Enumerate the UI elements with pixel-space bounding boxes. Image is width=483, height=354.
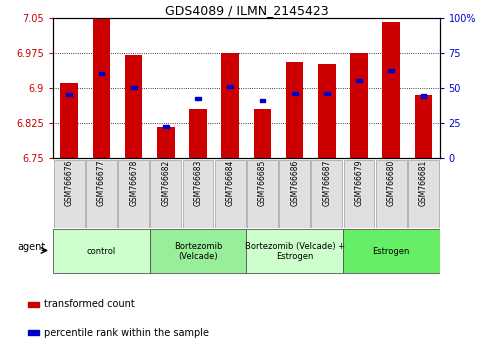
FancyBboxPatch shape — [150, 160, 181, 228]
Bar — [150, 229, 246, 273]
FancyBboxPatch shape — [86, 160, 117, 228]
Bar — [259, 99, 265, 102]
Bar — [66, 93, 72, 96]
Text: percentile rank within the sample: percentile rank within the sample — [44, 328, 209, 338]
Bar — [246, 229, 343, 273]
Bar — [318, 64, 336, 158]
Bar — [292, 92, 298, 95]
Bar — [157, 127, 175, 158]
Text: GSM766679: GSM766679 — [355, 160, 364, 206]
Bar — [254, 109, 271, 158]
Bar — [125, 55, 142, 158]
Bar — [189, 109, 207, 158]
Bar — [131, 86, 137, 89]
Text: GSM766684: GSM766684 — [226, 160, 235, 206]
Bar — [421, 95, 426, 98]
Text: GSM766681: GSM766681 — [419, 160, 428, 206]
Text: GSM766677: GSM766677 — [97, 160, 106, 206]
Bar — [221, 53, 239, 158]
Bar — [227, 85, 233, 88]
Bar — [324, 92, 330, 95]
Text: Bortezomib (Velcade) +
Estrogen: Bortezomib (Velcade) + Estrogen — [244, 242, 345, 261]
Text: transformed count: transformed count — [44, 299, 134, 309]
Text: GSM766686: GSM766686 — [290, 160, 299, 206]
Text: GSM766676: GSM766676 — [65, 160, 74, 206]
Text: agent: agent — [17, 242, 45, 252]
Bar — [99, 72, 104, 75]
FancyBboxPatch shape — [247, 160, 278, 228]
FancyBboxPatch shape — [279, 160, 310, 228]
Text: GSM766687: GSM766687 — [322, 160, 331, 206]
Text: GSM766678: GSM766678 — [129, 160, 138, 206]
Bar — [343, 229, 440, 273]
FancyBboxPatch shape — [54, 160, 85, 228]
FancyBboxPatch shape — [376, 160, 407, 228]
Bar — [195, 97, 201, 100]
FancyBboxPatch shape — [408, 160, 439, 228]
Bar — [356, 79, 362, 82]
Bar — [414, 95, 432, 158]
Bar — [163, 125, 169, 128]
Bar — [350, 53, 368, 158]
Text: Bortezomib
(Velcade): Bortezomib (Velcade) — [174, 242, 222, 261]
Bar — [28, 302, 40, 307]
FancyBboxPatch shape — [343, 160, 374, 228]
FancyBboxPatch shape — [183, 160, 213, 228]
Bar — [383, 22, 400, 158]
Bar — [53, 229, 150, 273]
Text: GSM766682: GSM766682 — [161, 160, 170, 206]
Bar — [93, 18, 110, 158]
Title: GDS4089 / ILMN_2145423: GDS4089 / ILMN_2145423 — [165, 4, 328, 17]
Text: GSM766685: GSM766685 — [258, 160, 267, 206]
FancyBboxPatch shape — [215, 160, 246, 228]
Text: control: control — [87, 247, 116, 256]
Bar — [60, 83, 78, 158]
Bar — [28, 331, 40, 335]
Text: Estrogen: Estrogen — [372, 247, 410, 256]
FancyBboxPatch shape — [118, 160, 149, 228]
Bar — [388, 69, 394, 72]
Bar — [286, 62, 303, 158]
Text: GSM766683: GSM766683 — [194, 160, 202, 206]
FancyBboxPatch shape — [312, 160, 342, 228]
Text: GSM766680: GSM766680 — [387, 160, 396, 206]
